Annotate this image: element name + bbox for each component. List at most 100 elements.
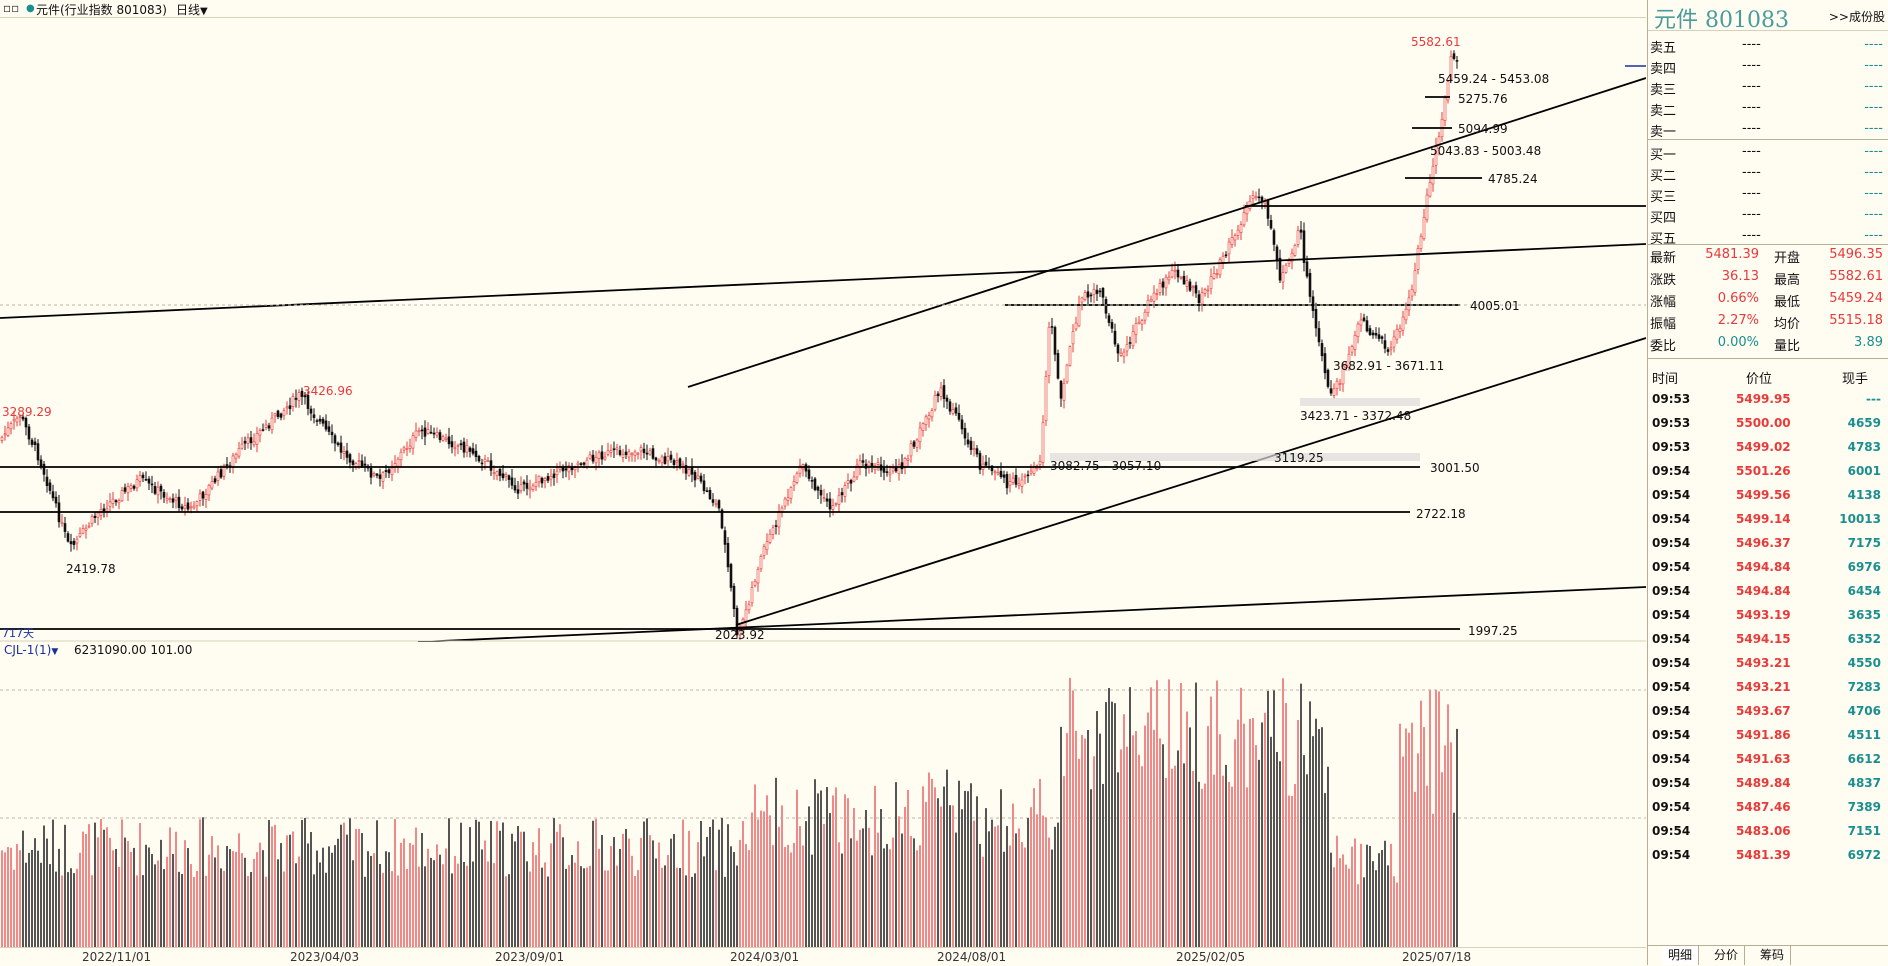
volume-bar <box>988 831 990 947</box>
candle-body <box>177 496 181 508</box>
volume-bar <box>1048 837 1050 947</box>
candle-body <box>222 465 226 477</box>
chart-mode-icon[interactable]: ▫▫ <box>3 1 20 15</box>
volume-bar <box>238 833 240 947</box>
candle-body <box>978 453 982 470</box>
volume-bar <box>445 848 447 947</box>
candle-body <box>1401 316 1405 331</box>
candle-body <box>1122 351 1126 357</box>
volume-bar <box>772 845 774 947</box>
volume-bar <box>1453 812 1455 947</box>
volume-bar <box>1324 793 1326 947</box>
candle-body <box>423 427 427 437</box>
volume-bar <box>1444 745 1446 947</box>
candle-body <box>597 452 601 459</box>
candle-body <box>141 474 145 479</box>
tab-price-dist[interactable]: 分价 <box>1708 946 1746 965</box>
tick-time: 09:54 <box>1652 752 1691 766</box>
candle-body <box>168 498 172 500</box>
candle-body <box>36 443 40 461</box>
volume-bar <box>127 841 129 947</box>
tick-time: 09:54 <box>1652 776 1691 790</box>
volume-bar <box>856 840 858 947</box>
period-selector[interactable]: 日线▼ <box>176 1 208 18</box>
volume-bar <box>43 825 45 947</box>
volume-bar <box>121 819 123 947</box>
volume-bar <box>811 854 813 947</box>
stat-label: 振幅 <box>1650 317 1677 332</box>
constituents-link[interactable]: >>成份股 <box>1828 10 1885 24</box>
candle-body <box>768 533 772 543</box>
status-dot-icon: ● <box>26 3 35 14</box>
volume-bar <box>235 851 237 947</box>
candle-body <box>186 502 190 510</box>
candle-body <box>1344 364 1348 368</box>
candle-body <box>711 499 715 503</box>
volume-bar <box>901 833 903 947</box>
candle-body <box>1260 196 1264 202</box>
volume-bar <box>376 820 378 947</box>
candle-body <box>594 457 598 464</box>
candle-body <box>411 435 415 449</box>
candle-body <box>660 456 664 464</box>
volume-bar <box>190 864 192 947</box>
volume-bar <box>871 855 873 947</box>
orderbook-volume: ---- <box>1864 186 1883 201</box>
candle-body <box>1380 336 1384 339</box>
volume-bar <box>385 851 387 947</box>
volume-bar <box>184 840 186 947</box>
orderbook-label: 买三 <box>1650 190 1677 205</box>
volume-bar <box>802 845 804 947</box>
candle-body <box>195 501 199 507</box>
tick-row: 09:54 5493.21 7283 <box>1648 676 1888 700</box>
volume-bar <box>88 824 90 947</box>
volume-bar <box>808 806 810 947</box>
volume-indicator-selector[interactable]: CJL-1(1)▼ <box>4 643 58 657</box>
candle-body <box>1374 332 1378 336</box>
candle-body <box>717 500 721 509</box>
candle-body <box>921 423 925 431</box>
candle-body <box>60 521 64 524</box>
volume-bar <box>145 844 147 947</box>
candle-body <box>264 424 268 428</box>
volume-bar <box>1063 776 1065 947</box>
candle-body <box>690 466 694 475</box>
volume-bar <box>298 856 300 947</box>
volume-bar <box>1000 789 1002 947</box>
orderbook-price: ---- <box>1742 207 1761 222</box>
candle-body <box>888 472 892 476</box>
volume-bar <box>382 872 384 947</box>
candle-body <box>534 482 538 487</box>
volume-bar <box>1105 702 1107 947</box>
candle-body <box>1362 317 1366 321</box>
tab-detail[interactable]: 明细 <box>1662 946 1700 965</box>
tab-chips[interactable]: 筹码 <box>1754 946 1792 965</box>
volume-bar <box>301 820 303 947</box>
price-chart[interactable]: 3289.29 2419.78 3426.96 2023.92 5582.61 … <box>0 17 1646 642</box>
volume-bar <box>1180 683 1182 947</box>
volume-bar <box>1345 864 1347 947</box>
volume-chart[interactable] <box>0 642 1646 947</box>
candle-body <box>651 448 655 459</box>
trendlines <box>0 77 1646 642</box>
candle-body <box>1152 292 1156 302</box>
tick-price: 5494.84 <box>1736 560 1791 574</box>
volume-bar <box>640 837 642 947</box>
volume-bar <box>766 795 768 947</box>
volume-bar <box>880 809 882 947</box>
volume-bar <box>1270 736 1272 947</box>
candle-body <box>618 450 622 455</box>
candle-body <box>1164 276 1168 289</box>
candle-body <box>165 497 169 501</box>
candle-body <box>684 465 688 474</box>
volume-bar <box>1021 842 1023 947</box>
candle-body <box>1254 196 1258 199</box>
candle-body <box>12 418 16 422</box>
volume-bar <box>469 827 471 947</box>
volume-bar <box>937 798 939 947</box>
candle-body <box>1047 326 1051 376</box>
candle-body <box>381 472 385 482</box>
volume-bar <box>799 826 801 947</box>
volume-bar <box>520 831 522 947</box>
tick-row: 09:54 5491.63 6612 <box>1648 748 1888 772</box>
